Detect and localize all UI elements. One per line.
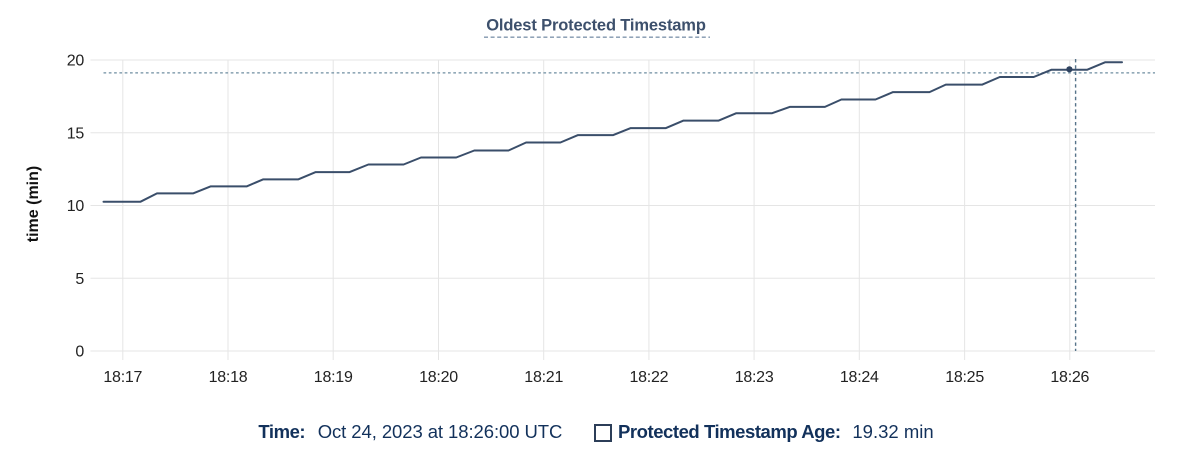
svg-text:5: 5 — [75, 271, 84, 288]
svg-text:19.32 min: 19.32 min — [852, 421, 933, 442]
svg-text:Oct 24, 2023 at 18:26:00 UTC: Oct 24, 2023 at 18:26:00 UTC — [318, 421, 563, 442]
svg-text:18:20: 18:20 — [419, 369, 458, 386]
svg-text:20: 20 — [67, 53, 85, 70]
svg-text:18:23: 18:23 — [735, 369, 774, 386]
svg-text:18:17: 18:17 — [103, 369, 142, 386]
svg-text:18:21: 18:21 — [524, 369, 563, 386]
svg-text:Oldest Protected Timestamp: Oldest Protected Timestamp — [486, 17, 706, 35]
svg-text:18:25: 18:25 — [945, 369, 984, 386]
svg-text:18:26: 18:26 — [1050, 369, 1089, 386]
svg-text:18:24: 18:24 — [840, 369, 879, 386]
svg-text:Time:: Time: — [258, 421, 305, 442]
svg-text:15: 15 — [67, 125, 85, 142]
svg-text:18:18: 18:18 — [209, 369, 248, 386]
svg-text:time (min): time (min) — [25, 166, 42, 242]
svg-text:0: 0 — [75, 344, 84, 361]
svg-text:18:19: 18:19 — [314, 369, 353, 386]
svg-text:10: 10 — [67, 198, 85, 215]
svg-text:18:22: 18:22 — [630, 369, 669, 386]
svg-text:Protected Timestamp Age:: Protected Timestamp Age: — [618, 421, 841, 442]
